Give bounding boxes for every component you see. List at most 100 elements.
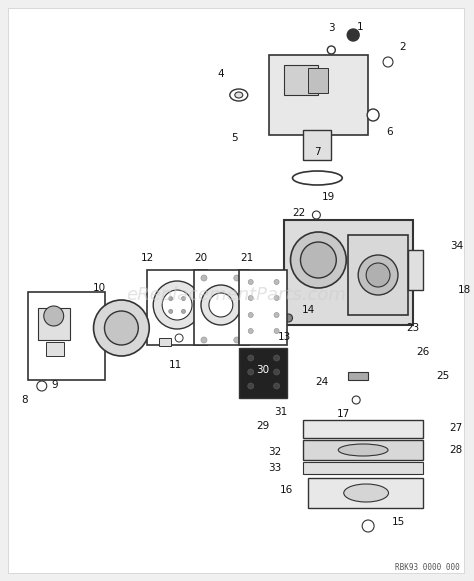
- Circle shape: [312, 211, 320, 219]
- Text: 34: 34: [450, 241, 463, 251]
- Circle shape: [209, 293, 233, 317]
- Ellipse shape: [338, 444, 388, 456]
- Ellipse shape: [344, 484, 389, 502]
- Circle shape: [367, 109, 379, 121]
- Circle shape: [248, 313, 253, 317]
- Circle shape: [182, 310, 185, 313]
- Text: 6: 6: [387, 127, 393, 137]
- Bar: [348, 235, 408, 315]
- Text: eReplacementParts.com: eReplacementParts.com: [126, 286, 346, 304]
- Circle shape: [175, 334, 183, 342]
- Circle shape: [274, 279, 279, 285]
- Text: 32: 32: [268, 447, 282, 457]
- Ellipse shape: [292, 171, 342, 185]
- Bar: [269, 55, 368, 135]
- Text: 31: 31: [274, 407, 287, 417]
- Circle shape: [274, 313, 279, 317]
- Bar: [303, 130, 331, 160]
- Text: 21: 21: [240, 253, 254, 263]
- Circle shape: [201, 285, 241, 325]
- Text: 27: 27: [450, 423, 463, 433]
- Text: 3: 3: [328, 23, 335, 33]
- Circle shape: [234, 337, 240, 343]
- Bar: [303, 440, 423, 460]
- Circle shape: [328, 46, 335, 54]
- Text: 23: 23: [406, 323, 419, 333]
- Circle shape: [93, 300, 149, 356]
- Circle shape: [104, 311, 138, 345]
- Text: 20: 20: [194, 253, 208, 263]
- Circle shape: [273, 369, 280, 375]
- Bar: [309, 478, 423, 508]
- Circle shape: [284, 314, 292, 322]
- Text: 26: 26: [416, 347, 429, 357]
- Bar: [159, 338, 171, 346]
- Bar: [303, 462, 423, 474]
- Circle shape: [44, 306, 64, 326]
- Text: 29: 29: [256, 421, 269, 431]
- Bar: [309, 68, 328, 93]
- Bar: [239, 348, 287, 398]
- Text: 33: 33: [268, 463, 282, 473]
- Circle shape: [301, 242, 336, 278]
- Circle shape: [201, 337, 207, 343]
- Circle shape: [352, 396, 360, 404]
- Text: 12: 12: [141, 253, 154, 263]
- Ellipse shape: [230, 89, 248, 101]
- Bar: [283, 220, 413, 325]
- Text: 28: 28: [450, 445, 463, 455]
- Circle shape: [37, 381, 47, 391]
- Text: 10: 10: [93, 283, 106, 293]
- Circle shape: [248, 279, 253, 285]
- Circle shape: [366, 263, 390, 287]
- Circle shape: [169, 296, 173, 300]
- Text: 16: 16: [280, 485, 293, 495]
- Circle shape: [248, 383, 254, 389]
- Text: RBK93 0000 000: RBK93 0000 000: [395, 563, 460, 572]
- Bar: [147, 270, 207, 345]
- Bar: [348, 372, 368, 380]
- Circle shape: [273, 383, 280, 389]
- Text: 8: 8: [21, 395, 28, 405]
- Circle shape: [169, 310, 173, 313]
- Circle shape: [291, 232, 346, 288]
- Bar: [38, 308, 70, 340]
- Circle shape: [248, 369, 254, 375]
- Text: 11: 11: [168, 360, 182, 370]
- Circle shape: [383, 57, 393, 67]
- Circle shape: [182, 296, 185, 300]
- Bar: [46, 342, 64, 356]
- Text: 18: 18: [458, 285, 471, 295]
- Bar: [303, 420, 423, 438]
- Circle shape: [248, 355, 254, 361]
- Text: 17: 17: [337, 409, 350, 419]
- Text: 22: 22: [292, 208, 305, 218]
- Bar: [408, 250, 423, 290]
- Text: 4: 4: [218, 69, 224, 79]
- Text: 25: 25: [436, 371, 449, 381]
- Circle shape: [273, 355, 280, 361]
- Bar: [28, 292, 105, 380]
- Circle shape: [274, 296, 279, 300]
- Text: 2: 2: [400, 42, 406, 52]
- Text: 15: 15: [392, 517, 405, 527]
- Text: 1: 1: [357, 22, 364, 32]
- Circle shape: [248, 296, 253, 300]
- Circle shape: [358, 255, 398, 295]
- Text: 14: 14: [302, 305, 315, 315]
- Text: 9: 9: [51, 380, 58, 390]
- Circle shape: [201, 275, 207, 281]
- Circle shape: [162, 290, 192, 320]
- Text: 24: 24: [315, 377, 328, 387]
- Circle shape: [274, 328, 279, 333]
- Circle shape: [362, 520, 374, 532]
- Circle shape: [248, 328, 253, 333]
- Ellipse shape: [235, 92, 243, 98]
- Text: 5: 5: [231, 133, 238, 143]
- Bar: [283, 65, 319, 95]
- Circle shape: [153, 281, 201, 329]
- Text: 13: 13: [278, 332, 291, 342]
- Bar: [239, 270, 287, 345]
- Circle shape: [347, 29, 359, 41]
- Text: 19: 19: [322, 192, 335, 202]
